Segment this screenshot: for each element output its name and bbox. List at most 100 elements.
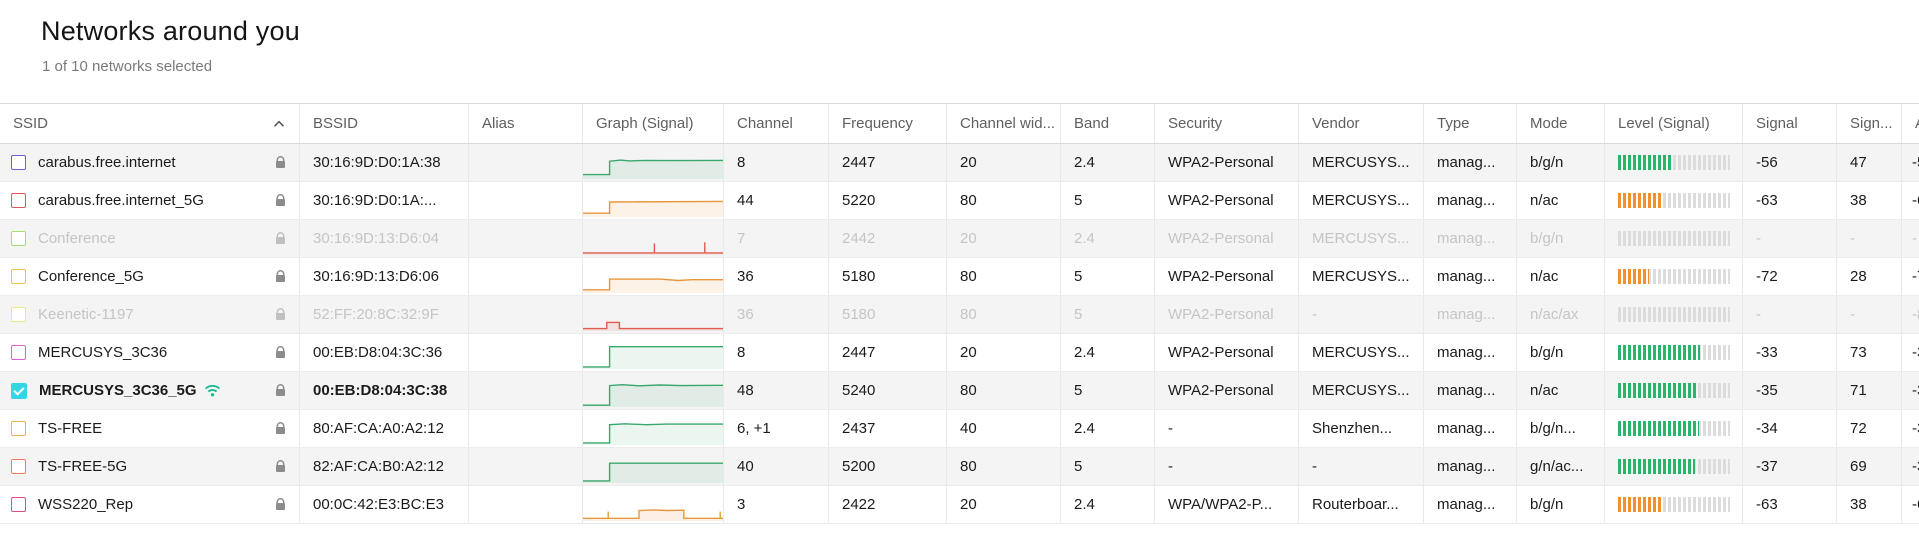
cell-bssid: 30:16:9D:13:D6:04 <box>300 220 469 257</box>
column-header-type[interactable]: Type <box>1424 104 1517 143</box>
network-checkbox[interactable] <box>11 382 27 399</box>
frequency-value: 5200 <box>842 458 876 475</box>
cell-vendor: MERCUSYS... <box>1299 220 1424 257</box>
table-row[interactable]: MERCUSYS_3C36_5G 00:EB:D8:04:3C:38 48 5240 8… <box>0 372 1919 410</box>
security-value: WPA2-Personal <box>1168 344 1274 361</box>
cell-type: manag... <box>1424 144 1517 181</box>
cell-security: - <box>1155 448 1299 485</box>
level-gauge <box>1618 459 1730 474</box>
column-header-signal_pct[interactable]: Sign... <box>1837 104 1902 143</box>
signal_pct-value: 73 <box>1850 344 1867 361</box>
column-header-label: Alias <box>482 115 515 132</box>
network-checkbox[interactable] <box>11 497 26 512</box>
network-checkbox[interactable] <box>11 193 26 208</box>
network-checkbox[interactable] <box>11 421 26 436</box>
cell-graph <box>583 486 724 523</box>
signal-value: -33 <box>1756 344 1778 361</box>
table-row[interactable]: TS-FREE 80:AF:CA:A0:A2:12 6, +1 2437 40 2.4 - S… <box>0 410 1919 448</box>
cell-level <box>1605 144 1743 181</box>
level-gauge <box>1618 421 1730 436</box>
cell-security: WPA2-Personal <box>1155 372 1299 409</box>
cell-signal: - <box>1743 296 1837 333</box>
cell-channel: 40 <box>724 448 829 485</box>
column-header-avg[interactable]: A <box>1902 104 1919 143</box>
channel_width-value: 20 <box>960 154 977 171</box>
table-row[interactable]: TS-FREE-5G 82:AF:CA:B0:A2:12 40 5200 80 5 - - ma… <box>0 448 1919 486</box>
cell-signal_pct: 47 <box>1837 144 1902 181</box>
column-header-band[interactable]: Band <box>1061 104 1155 143</box>
column-header-alias[interactable]: Alias <box>469 104 583 143</box>
cell-frequency: 5220 <box>829 182 947 219</box>
avg-value: -8 <box>1912 306 1919 323</box>
vendor-value: MERCUSYS... <box>1312 344 1410 361</box>
table-row[interactable]: WSS220_Rep 00:0C:42:E3:BC:E3 3 2422 20 2.4 WPA… <box>0 486 1919 524</box>
cell-avg: -5 <box>1902 144 1919 181</box>
frequency-value: 2447 <box>842 344 876 361</box>
column-header-label: Frequency <box>842 115 913 132</box>
table-row[interactable]: carabus.free.internet_5G 30:16:9D:D0:1A:.… <box>0 182 1919 220</box>
table-row[interactable]: carabus.free.internet 30:16:9D:D0:1A:38 8 2… <box>0 144 1919 182</box>
cell-band: 5 <box>1061 448 1155 485</box>
cell-signal: -35 <box>1743 372 1837 409</box>
signal_pct-value: - <box>1850 230 1855 247</box>
column-header-vendor[interactable]: Vendor <box>1299 104 1424 143</box>
cell-vendor: MERCUSYS... <box>1299 258 1424 295</box>
cell-mode: b/g/n <box>1517 334 1605 371</box>
cell-band: 2.4 <box>1061 334 1155 371</box>
cell-alias <box>469 372 583 409</box>
column-header-security[interactable]: Security <box>1155 104 1299 143</box>
network-checkbox[interactable] <box>11 269 26 284</box>
type-value: manag... <box>1437 420 1496 437</box>
channel-value: 6, +1 <box>737 420 771 437</box>
signal-sparkline <box>583 278 723 293</box>
column-header-level[interactable]: Level (Signal) <box>1605 104 1743 143</box>
channel_width-value: 80 <box>960 382 977 399</box>
ssid-label: Keenetic-1197 <box>38 306 134 323</box>
cell-graph <box>583 258 724 295</box>
column-header-signal[interactable]: Signal <box>1743 104 1837 143</box>
cell-bssid: 52:FF:20:8C:32:9F <box>300 296 469 333</box>
lock-icon <box>275 232 286 245</box>
ssid-label: Conference_5G <box>38 268 144 285</box>
cell-vendor: Shenzhen... <box>1299 410 1424 447</box>
cell-mode: n/ac <box>1517 258 1605 295</box>
cell-level <box>1605 296 1743 333</box>
network-checkbox[interactable] <box>11 345 26 360</box>
cell-mode: n/ac <box>1517 372 1605 409</box>
network-checkbox[interactable] <box>11 155 26 170</box>
band-value: 2.4 <box>1074 230 1095 247</box>
column-header-mode[interactable]: Mode <box>1517 104 1605 143</box>
frequency-value: 2437 <box>842 420 876 437</box>
table-row[interactable]: Conference 30:16:9D:13:D6:04 7 2442 20 2.4 WPA… <box>0 220 1919 258</box>
cell-ssid: MERCUSYS_3C36_5G <box>0 372 300 409</box>
column-header-channel_width[interactable]: Channel wid... <box>947 104 1061 143</box>
column-header-graph[interactable]: Graph (Signal) <box>583 104 724 143</box>
type-value: manag... <box>1437 268 1496 285</box>
column-header-channel[interactable]: Channel <box>724 104 829 143</box>
cell-channel_width: 20 <box>947 334 1061 371</box>
signal-sparkline <box>583 462 723 483</box>
column-header-bssid[interactable]: BSSID <box>300 104 469 143</box>
bssid-value: 30:16:9D:13:D6:04 <box>313 230 439 247</box>
type-value: manag... <box>1437 382 1496 399</box>
network-checkbox[interactable] <box>11 307 26 322</box>
table-row[interactable]: Conference_5G 30:16:9D:13:D6:06 36 5180 80 5 W… <box>0 258 1919 296</box>
channel_width-value: 20 <box>960 496 977 513</box>
cell-alias <box>469 258 583 295</box>
column-header-label: Channel <box>737 115 793 132</box>
network-checkbox[interactable] <box>11 459 26 474</box>
table-row[interactable]: Keenetic-1197 52:FF:20:8C:32:9F 36 5180 80 5 W… <box>0 296 1919 334</box>
column-header-ssid[interactable]: SSID <box>0 104 300 143</box>
cell-ssid: Conference_5G <box>0 258 300 295</box>
channel_width-value: 20 <box>960 344 977 361</box>
network-checkbox[interactable] <box>11 231 26 246</box>
cell-type: manag... <box>1424 296 1517 333</box>
table-row[interactable]: MERCUSYS_3C36 00:EB:D8:04:3C:36 8 2447 20 2.4… <box>0 334 1919 372</box>
cell-channel: 7 <box>724 220 829 257</box>
cell-signal_pct: 71 <box>1837 372 1902 409</box>
band-value: 2.4 <box>1074 344 1095 361</box>
band-value: 5 <box>1074 306 1083 323</box>
cell-mode: n/ac <box>1517 182 1605 219</box>
column-header-frequency[interactable]: Frequency <box>829 104 947 143</box>
cell-bssid: 00:EB:D8:04:3C:38 <box>300 372 469 409</box>
